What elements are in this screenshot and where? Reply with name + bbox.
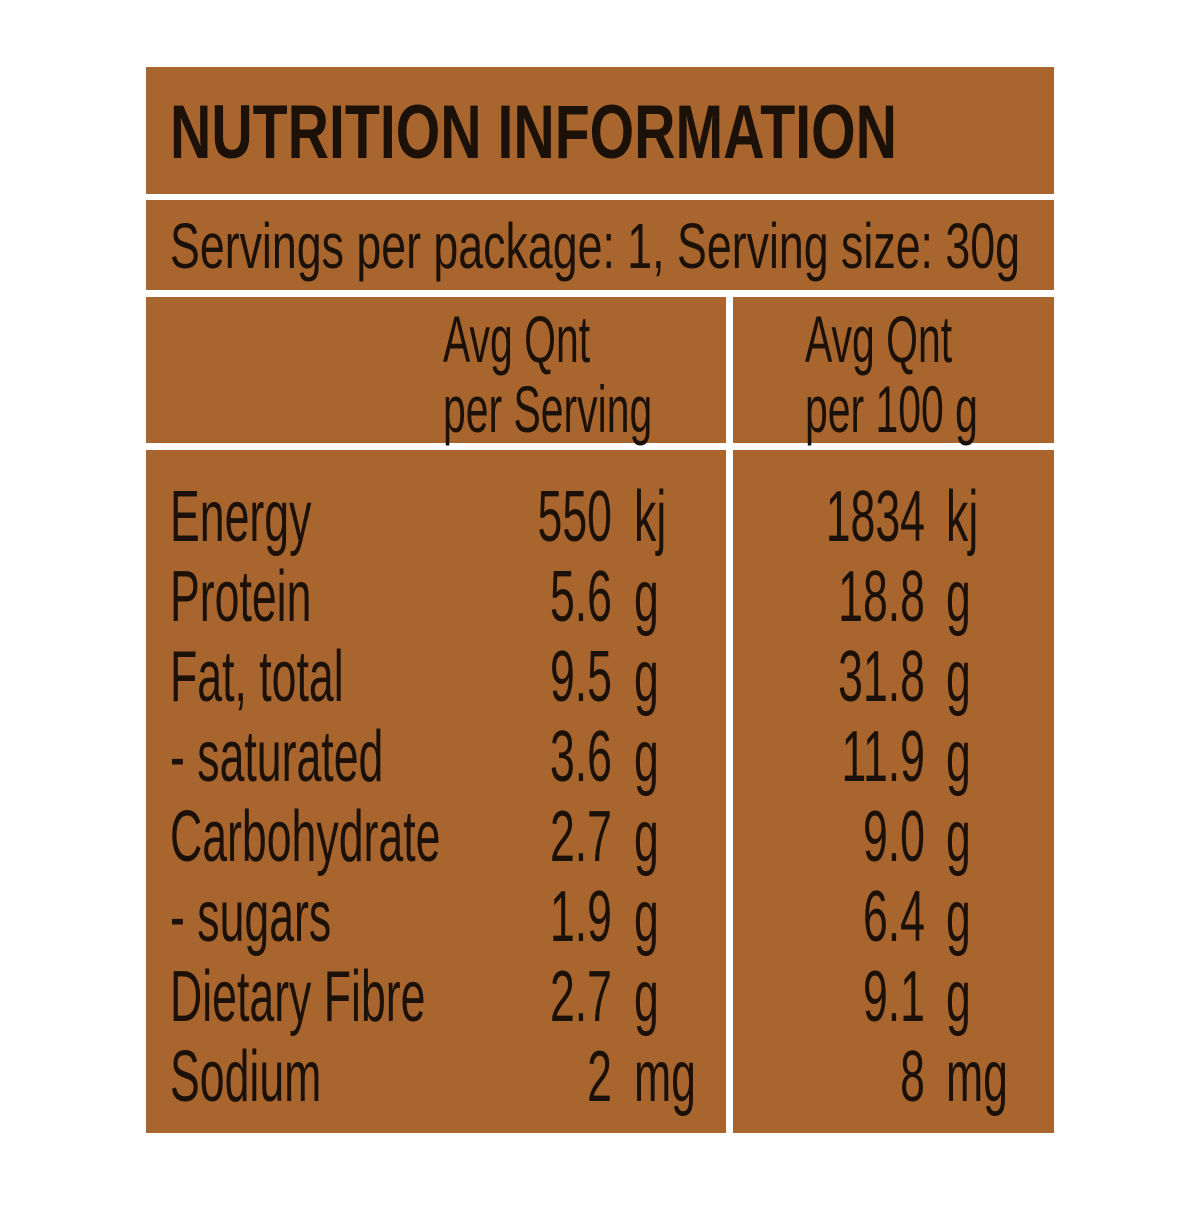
divider (146, 443, 1054, 450)
unit: g (634, 636, 659, 717)
column-header: Avg Qnt (443, 302, 590, 377)
divider (146, 194, 1054, 200)
serving-info: Servings per package: 1, Serving size: 3… (170, 210, 1020, 282)
unit: g (946, 876, 971, 957)
amount: 18.8 (838, 556, 925, 637)
nutrient-label: Dietary Fibre (170, 956, 425, 1037)
amount: 2 (587, 1036, 612, 1117)
column-divider (726, 297, 733, 1133)
amount: 1.9 (550, 876, 612, 957)
nutrient-label: - sugars (170, 876, 331, 957)
amount: 9.1 (863, 956, 925, 1037)
nutrient-label: Fat, total (170, 636, 344, 717)
column-header: per Serving (443, 372, 652, 447)
unit: kj (634, 476, 666, 557)
amount: 8 (900, 1036, 925, 1117)
panel-background (146, 67, 1054, 1133)
amount: 3.6 (550, 716, 612, 797)
unit: g (634, 956, 659, 1037)
amount: 31.8 (838, 636, 925, 717)
unit: g (634, 716, 659, 797)
unit: g (946, 796, 971, 877)
column-header: Avg Qnt (805, 302, 952, 377)
amount: 9.0 (863, 796, 925, 877)
column-header: per 100 g (805, 372, 978, 447)
title: NUTRITION INFORMATION (170, 90, 897, 175)
unit: g (634, 876, 659, 957)
amount: 5.6 (550, 556, 612, 637)
amount: 6.4 (863, 876, 925, 957)
amount: 2.7 (550, 796, 612, 877)
amount: 11.9 (841, 716, 925, 797)
nutrient-label: Carbohydrate (170, 796, 440, 877)
amount: 1834 (826, 476, 925, 557)
unit: kj (946, 476, 978, 557)
unit: g (946, 636, 971, 717)
unit: mg (946, 1036, 1008, 1117)
unit: g (946, 956, 971, 1037)
amount: 2.7 (550, 956, 612, 1037)
nutrient-label: Energy (170, 476, 311, 557)
nutrient-label: - saturated (170, 716, 383, 797)
unit: g (946, 716, 971, 797)
nutrient-label: Protein (170, 556, 311, 637)
unit: mg (634, 1036, 696, 1117)
nutrient-label: Sodium (170, 1036, 321, 1117)
amount: 550 (538, 476, 612, 557)
unit: g (634, 556, 659, 637)
amount: 9.5 (550, 636, 612, 717)
unit: g (946, 556, 971, 637)
unit: g (634, 796, 659, 877)
divider (146, 290, 1054, 297)
